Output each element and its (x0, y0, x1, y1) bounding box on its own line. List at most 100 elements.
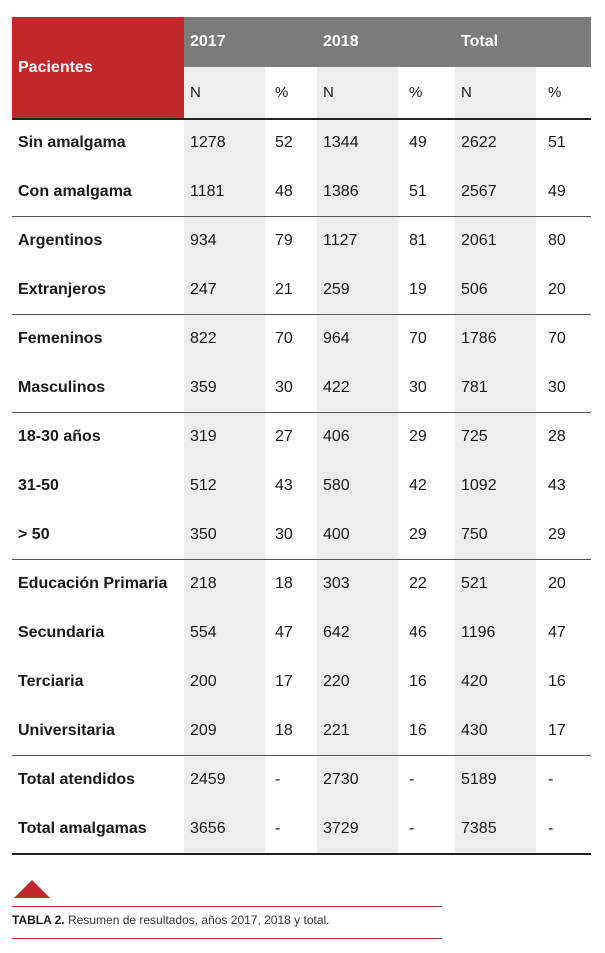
subheader-label: % (548, 84, 562, 101)
cell-n: 521 (461, 574, 488, 592)
subheader-pct-2017: % (265, 67, 317, 118)
cell-n: 3656 (190, 819, 226, 837)
row-label: Femeninos (18, 329, 103, 347)
cell-pct: - (275, 770, 281, 788)
cell-n: 1786 (461, 329, 497, 347)
cell-pct: 70 (548, 329, 566, 347)
cell-pct: 29 (548, 525, 566, 543)
cell-n: 350 (190, 525, 217, 543)
table-row: Argentinos 934 79 1127 81 2061 80 (12, 216, 591, 265)
cell-n: 725 (461, 427, 488, 445)
header-year-2018: 2018 (317, 17, 455, 67)
cell-n: 1344 (323, 133, 359, 151)
caption-rule-top (12, 906, 442, 907)
cell-n: 303 (323, 574, 350, 592)
subheader-n-2018: N (317, 67, 398, 118)
cell-pct: 81 (409, 231, 427, 249)
table-row: Extranjeros 247 21 259 19 506 20 (12, 265, 591, 314)
cell-pct: 30 (275, 378, 293, 396)
cell-pct: 42 (409, 476, 427, 494)
row-label: > 50 (18, 525, 50, 543)
cell-pct: - (548, 770, 554, 788)
row-label: Terciaria (18, 672, 84, 690)
row-label: Educación Primaria (18, 574, 168, 592)
cell-pct: 20 (548, 574, 566, 592)
cell-n: 2730 (323, 770, 359, 788)
header-pacientes-label: Pacientes (18, 58, 93, 76)
group-divider (12, 216, 591, 217)
cell-pct: 47 (548, 623, 566, 641)
cell-n: 964 (323, 329, 350, 347)
cell-pct: 21 (275, 280, 293, 298)
cell-n: 554 (190, 623, 217, 641)
table-row: Femeninos 822 70 964 70 1786 70 (12, 314, 591, 363)
header-year-label: 2018 (323, 33, 359, 50)
shaded-column (455, 118, 536, 853)
row-label: Total amalgamas (18, 819, 147, 837)
cell-pct: 20 (548, 280, 566, 298)
header-year-total: Total (455, 17, 591, 67)
table-row: Con amalgama 1181 48 1386 51 2567 49 (12, 167, 591, 216)
cell-n: 319 (190, 427, 217, 445)
cell-pct: 27 (275, 427, 293, 445)
cell-pct: 28 (548, 427, 566, 445)
group-divider (12, 118, 591, 120)
row-label: Con amalgama (18, 182, 132, 200)
subheader-pct-2018: % (398, 67, 455, 118)
table-row: 31-50 512 43 580 42 1092 43 (12, 461, 591, 510)
cell-pct: 70 (275, 329, 293, 347)
subheader-n-total: N (455, 67, 536, 118)
cell-pct: 47 (275, 623, 293, 641)
group-divider (12, 559, 591, 560)
subheader-label: % (409, 84, 423, 101)
subheader-label: N (190, 84, 201, 101)
subheader-label: N (461, 84, 472, 101)
cell-n: 642 (323, 623, 350, 641)
triangle-icon (14, 880, 50, 898)
cell-pct: - (409, 819, 415, 837)
cell-pct: 51 (548, 133, 566, 151)
cell-n: 512 (190, 476, 217, 494)
cell-pct: 19 (409, 280, 427, 298)
cell-n: 422 (323, 378, 350, 396)
cell-n: 2567 (461, 182, 497, 200)
cell-n: 420 (461, 672, 488, 690)
cell-n: 1196 (461, 623, 496, 641)
cell-n: 7385 (461, 819, 497, 837)
cell-pct: 43 (548, 476, 566, 494)
table-row: Sin amalgama 1278 52 1344 49 2622 51 (12, 118, 591, 167)
cell-pct: 16 (548, 672, 566, 690)
cell-pct: 29 (409, 525, 427, 543)
row-label: 18-30 años (18, 427, 101, 445)
cell-n: 359 (190, 378, 217, 396)
cell-n: 247 (190, 280, 217, 298)
table-row: Total amalgamas 3656 - 3729 - 7385 - (12, 804, 591, 853)
shaded-column (317, 118, 398, 853)
cell-n: 580 (323, 476, 350, 494)
group-divider (12, 314, 591, 315)
table-row: 18-30 años 319 27 406 29 725 28 (12, 412, 591, 461)
cell-n: 3729 (323, 819, 359, 837)
subheader-label: N (323, 84, 334, 101)
row-label: Secundaria (18, 623, 105, 641)
cell-n: 1278 (190, 133, 226, 151)
cell-n: 200 (190, 672, 217, 690)
header-year-label: 2017 (190, 33, 226, 50)
cell-n: 822 (190, 329, 217, 347)
row-label: Masculinos (18, 378, 106, 396)
table-caption: TABLA 2. Resumen de resultados, años 201… (12, 913, 330, 927)
caption-rule-bottom (12, 938, 442, 939)
header-year-2017: 2017 (184, 17, 317, 67)
cell-n: 1386 (323, 182, 359, 200)
cell-pct: 17 (548, 721, 566, 739)
cell-pct: 52 (275, 133, 293, 151)
cell-n: 259 (323, 280, 350, 298)
cell-n: 781 (461, 378, 488, 396)
cell-n: 220 (323, 672, 350, 690)
cell-pct: 46 (409, 623, 427, 641)
cell-n: 2622 (461, 133, 497, 151)
cell-n: 400 (323, 525, 350, 543)
cell-n: 209 (190, 721, 217, 739)
cell-n: 5189 (461, 770, 497, 788)
cell-n: 934 (190, 231, 217, 249)
